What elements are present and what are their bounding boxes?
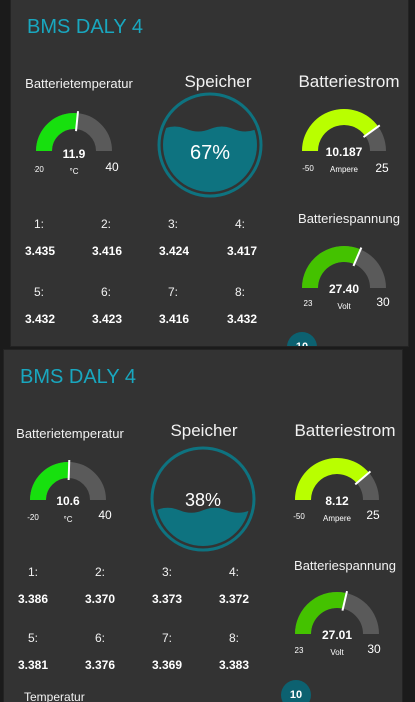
cell-2-label: 2: (101, 217, 112, 231)
gauge-unit: °C (64, 515, 73, 524)
cell-6-value: 3.376 (85, 658, 116, 672)
gauge-min: -20 (34, 165, 44, 174)
panel-title: BMS DALY 4 (20, 366, 136, 388)
cell-7-value: 3.416 (159, 312, 190, 326)
gauge-max: 25 (366, 508, 380, 522)
gauge-fill (295, 458, 369, 501)
gauge-unit: °C (70, 167, 79, 176)
gauge-value: 10.6 (56, 494, 80, 508)
storage-value: 38% (185, 490, 221, 510)
cell-1-label: 1: (34, 217, 45, 231)
gauge-min: -50 (302, 164, 314, 173)
cell-5-value: 3.432 (25, 312, 56, 326)
gauge-fill (302, 109, 379, 152)
cell-8-value: 3.432 (227, 312, 258, 326)
bms-panel-2: BMS DALY 4 Batterietemperatur Speicher B… (4, 350, 402, 702)
gauge-min: 23 (295, 646, 304, 655)
cell-2-value: 3.416 (92, 244, 123, 258)
cell-1-value: 3.386 (18, 592, 49, 606)
gauge-needle (75, 111, 80, 132)
storage-label: Speicher (170, 421, 238, 440)
gauge-needle (341, 590, 348, 611)
gauge-fill (295, 592, 347, 635)
cell-7-label: 7: (168, 285, 179, 299)
cell-1-value: 3.435 (25, 244, 56, 258)
cell-3-label: 3: (162, 565, 173, 579)
cell-8-label: 8: (235, 285, 246, 299)
cell-4-value: 3.417 (227, 244, 258, 258)
count-badge: 10 (287, 332, 317, 346)
storage-liquid-gauge: 67% (157, 92, 263, 198)
cell-8-value: 3.383 (219, 658, 250, 672)
temperature-section-label: Temperatur (24, 690, 85, 702)
gauge-max: 40 (98, 508, 112, 522)
gauge-needle (362, 124, 381, 138)
gauge-max: 30 (376, 295, 390, 309)
gauge-unit: Ampere (330, 165, 359, 174)
storage-value: 67% (190, 142, 230, 164)
cell-2-label: 2: (95, 565, 106, 579)
gauge-unit: Ampere (323, 514, 352, 523)
gauge-max: 40 (105, 160, 119, 174)
storage-liquid-gauge: 38% (150, 446, 256, 552)
temperature-gauge: 11.9 °C -20 40 (34, 111, 119, 176)
cell-6-label: 6: (95, 631, 106, 645)
voltage-gauge: 27.40 Volt 23 30 (302, 246, 390, 311)
gauge-min: -20 (27, 513, 39, 522)
gauge-needle (352, 247, 363, 267)
storage-liquid-fill (156, 507, 250, 546)
gauge-value: 11.9 (63, 147, 86, 161)
gauge-fill (36, 113, 78, 152)
gauge-min: -50 (293, 512, 305, 521)
voltage-label: Batteriespannung (298, 211, 400, 226)
cell-5-value: 3.381 (18, 658, 49, 672)
gauge-value: 27.01 (322, 628, 352, 642)
gauge-value: 27.40 (329, 282, 359, 296)
cell-3-value: 3.424 (159, 244, 190, 258)
panel-title: BMS DALY 4 (27, 16, 143, 38)
temperature-gauge: 10.6 °C -20 40 (27, 459, 112, 524)
count-badge: 10 (281, 680, 311, 702)
cell-4-label: 4: (235, 217, 246, 231)
voltage-label: Batteriespannung (294, 558, 396, 573)
cell-7-value: 3.369 (152, 658, 183, 672)
storage-ring (150, 446, 256, 552)
storage-label: Speicher (184, 72, 252, 91)
gauge-min: 23 (304, 299, 313, 308)
bms-panel-1: BMS DALY 4 Batterietemperatur Speicher B… (11, 0, 408, 346)
cell-6-value: 3.423 (92, 312, 123, 326)
gauge-max: 25 (375, 161, 389, 175)
cell-3-label: 3: (168, 217, 179, 231)
gauge-unit: Volt (330, 648, 344, 657)
current-label: Batteriestrom (298, 72, 400, 91)
storage-ring (157, 92, 263, 198)
temperature-label: Batterietemperatur (25, 76, 133, 91)
cell-7-label: 7: (162, 631, 173, 645)
current-gauge: 10.187 Ampere -50 25 (302, 109, 389, 175)
cell-4-label: 4: (229, 565, 240, 579)
cell-1-label: 1: (28, 565, 39, 579)
gauge-max: 30 (367, 642, 381, 656)
gauge-fill (302, 246, 361, 289)
current-gauge: 8.12 Ampere -50 25 (293, 458, 380, 523)
cell-3-value: 3.373 (152, 592, 183, 606)
temperature-label: Batterietemperatur (16, 426, 124, 441)
gauge-needle (354, 470, 372, 486)
gauge-value: 10.187 (326, 145, 363, 159)
gauge-fill (30, 462, 70, 501)
cell-5-label: 5: (34, 285, 45, 299)
cell-8-label: 8: (229, 631, 240, 645)
gauge-value: 8.12 (325, 494, 349, 508)
current-label: Batteriestrom (294, 421, 396, 440)
cell-5-label: 5: (28, 631, 39, 645)
cell-4-value: 3.372 (219, 592, 250, 606)
storage-liquid-fill (163, 126, 257, 192)
cell-6-label: 6: (101, 285, 112, 299)
gauge-unit: Volt (337, 302, 351, 311)
voltage-gauge: 27.01 Volt 23 30 (295, 590, 381, 657)
cell-2-value: 3.370 (85, 592, 116, 606)
gauge-needle (67, 459, 71, 481)
